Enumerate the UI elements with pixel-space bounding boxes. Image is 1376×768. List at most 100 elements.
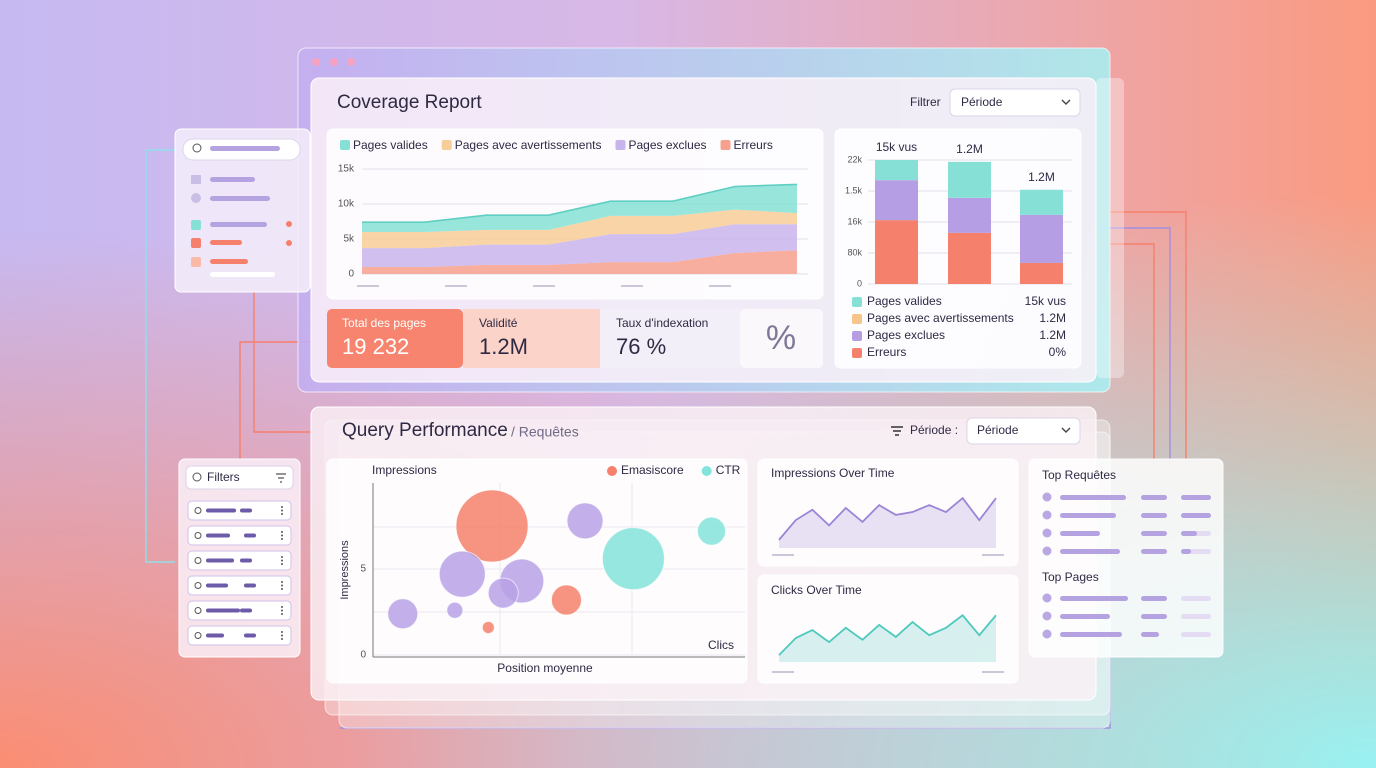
- placeholder: [244, 583, 256, 588]
- legend-swatch: [852, 314, 862, 324]
- placeholder: [1060, 513, 1116, 518]
- menu-dot: [281, 584, 283, 587]
- y-tick-label: 80k: [847, 247, 862, 257]
- bubble: [438, 550, 486, 598]
- bubble: [697, 516, 727, 546]
- connector: [145, 149, 175, 563]
- kpi-card: [327, 309, 463, 368]
- placeholder: [1181, 495, 1211, 500]
- period-select[interactable]: [949, 88, 1081, 117]
- filter-row: [187, 575, 292, 596]
- y-tick-label: 5: [360, 564, 366, 575]
- menu-dot: [281, 638, 283, 640]
- bar-segment: [948, 197, 991, 233]
- y-tick-label: 0: [857, 278, 862, 288]
- placeholder: [206, 633, 224, 638]
- query-subtitle: / Requêtes: [511, 424, 579, 440]
- legend-dot: [607, 466, 617, 476]
- y-tick-label: 1.5k: [845, 185, 863, 195]
- status-dot: [286, 240, 292, 246]
- placeholder: [206, 558, 234, 563]
- search-icon: [192, 143, 202, 153]
- placeholder: [1060, 531, 1100, 536]
- legend-swatch: [852, 348, 862, 358]
- connector: [1096, 243, 1155, 460]
- search-icon: [194, 557, 202, 564]
- line: [778, 496, 997, 541]
- bubble: [601, 527, 665, 591]
- legend-swatch: [615, 140, 626, 150]
- menu-dot: [281, 588, 283, 590]
- placeholder: [240, 558, 252, 563]
- bubble: [487, 577, 519, 609]
- placeholder: [1141, 632, 1159, 637]
- menu-dot: [281, 509, 283, 512]
- placeholder: [1141, 614, 1167, 619]
- chevron: [1061, 99, 1071, 105]
- row-dot: [1042, 528, 1052, 538]
- filters-search[interactable]: [185, 465, 294, 490]
- period-select-text: Période: [977, 423, 1019, 437]
- placeholder: [1141, 549, 1167, 554]
- legend-swatch: [340, 140, 350, 150]
- period-select[interactable]: [966, 417, 1081, 445]
- placeholder: [1141, 513, 1167, 518]
- nav-icon: [191, 220, 201, 230]
- placeholder: [1181, 549, 1191, 554]
- bubble: [387, 598, 419, 630]
- placeholder: [206, 583, 228, 588]
- row-dot: [1042, 492, 1052, 502]
- legend-label: Pages valides: [867, 294, 942, 308]
- status-dot: [286, 221, 292, 227]
- window-dot: [312, 58, 320, 66]
- search-icon: [194, 607, 202, 614]
- menu-dot: [281, 609, 283, 612]
- bubble: [455, 489, 529, 563]
- legend-label: Pages avec avertissements: [455, 138, 602, 152]
- legend-label: Emasiscore: [621, 463, 684, 477]
- clicks-card: [757, 574, 1019, 684]
- filter-row: [187, 500, 292, 521]
- y-tick-label: 0: [360, 650, 366, 661]
- kpi-card: [463, 309, 600, 368]
- menu-dot: [281, 581, 283, 583]
- search-icon: [192, 472, 202, 482]
- y-tick-label: 0: [348, 269, 354, 280]
- placeholder: [1181, 513, 1211, 518]
- bar-segment: [1020, 189, 1063, 215]
- placeholder: [206, 533, 230, 538]
- nav-icon: [191, 193, 201, 203]
- legend-label: Pages exclues: [867, 328, 945, 342]
- search-icon: [194, 532, 202, 539]
- bubble: [550, 584, 582, 616]
- placeholder: [210, 259, 248, 264]
- x-axis-end-label: Clics: [708, 638, 734, 652]
- coverage-title: Coverage Report: [337, 92, 482, 113]
- connector: [1096, 211, 1187, 460]
- search-icon: [194, 632, 202, 639]
- legend-swatch: [441, 140, 452, 150]
- window-dot: [347, 58, 355, 66]
- area-segment: [362, 209, 797, 249]
- bar-segment: [948, 161, 991, 198]
- placeholder: [206, 508, 236, 513]
- placeholder: [244, 533, 256, 538]
- sidebar: [174, 128, 311, 293]
- area-segment: [362, 250, 797, 274]
- placeholder: [1181, 614, 1211, 619]
- placeholder: [1060, 549, 1120, 554]
- y-tick-label: 10k: [338, 199, 355, 210]
- top-rows: [1042, 492, 1211, 639]
- legend-label: Pages valides: [353, 138, 428, 152]
- placeholder: [206, 608, 240, 613]
- chevron: [1061, 427, 1071, 433]
- legend-label: CTR: [716, 463, 741, 477]
- bar-segment: [875, 180, 918, 221]
- placeholder: [1141, 596, 1167, 601]
- nav-icon: [191, 257, 201, 267]
- row-dot: [1042, 546, 1052, 556]
- window-dot: [330, 58, 338, 66]
- placeholder: [1141, 531, 1167, 536]
- area-segment: [362, 224, 797, 267]
